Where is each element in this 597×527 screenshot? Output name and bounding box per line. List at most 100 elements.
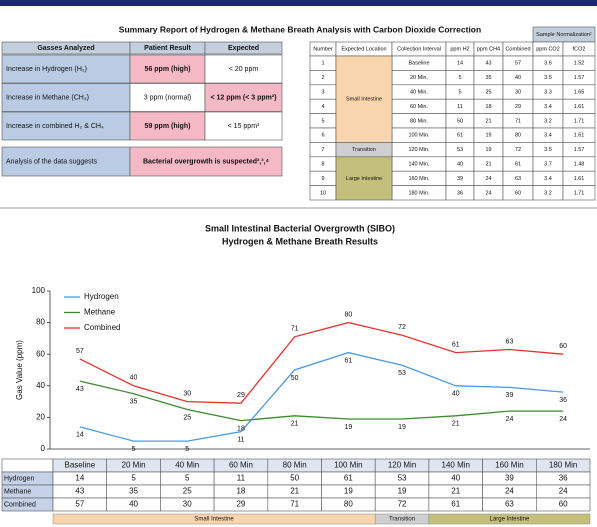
table-cell (204, 111, 283, 141)
table-cell (204, 54, 283, 84)
cell-text: 3.2 (544, 118, 552, 124)
y-tick-label: 40 (36, 381, 45, 390)
cell-text: 5 (458, 89, 461, 95)
row-label: Increase in Hydrogen (H₂) (6, 66, 87, 73)
cell-text: 24 (559, 487, 568, 496)
cell-text: 8 (321, 161, 324, 167)
cell-text: 39 (457, 176, 463, 182)
cell-text: 3.3 (544, 89, 552, 95)
cell-text: 140 Min. (408, 161, 430, 167)
series-line (79, 351, 564, 442)
data-label: 25 (183, 414, 191, 421)
table-cell (535, 497, 591, 512)
cell-text: 40 Min. (410, 89, 429, 95)
cell-text: 1.61 (574, 104, 585, 110)
cell-text: 21 (485, 118, 491, 124)
cell-text: 19 (344, 487, 353, 496)
data-label: 19 (344, 424, 352, 431)
data-label: 71 (291, 326, 299, 333)
cell-text: 30 (515, 89, 521, 95)
column-header: Collection Interval (397, 46, 441, 52)
chart-title: Small Intestinal Bacterial Overgrowth (S… (205, 223, 395, 233)
cell-text: Bacterial overgrowth is suspected²,³,⁴ (143, 158, 270, 165)
legend-label: Methane (84, 308, 116, 317)
region-label: Large Intestine (490, 517, 530, 523)
y-tick-label: 60 (36, 349, 45, 358)
cell-text: 43 (485, 61, 491, 67)
data-label: 21 (452, 421, 460, 428)
cell-text: 59 ppm (high) (145, 123, 191, 130)
series-line (79, 380, 564, 422)
cell-text: 24 (485, 176, 491, 182)
cell-text: 3.6 (544, 61, 552, 67)
cell-text: 40 (451, 474, 460, 483)
cell-text: 80 (515, 133, 521, 139)
cell-text: 80 Min. (410, 118, 429, 124)
cell-text: 80 (344, 500, 353, 509)
cell-text: 61 (515, 161, 521, 167)
cell-text: 72 (398, 500, 407, 509)
cell-text: 3.4 (544, 176, 552, 182)
row-label: Analysis of the data suggests (6, 158, 98, 165)
column-header: fCO2 (573, 46, 586, 52)
chart-subtitle: Hydrogen & Methane Breath Results (222, 236, 378, 246)
data-label: 40 (130, 375, 138, 382)
data-label: 60 (559, 343, 567, 350)
cell-text: 19 (485, 147, 491, 153)
cell-text: 56 ppm (high) (145, 66, 191, 73)
cell-text: 10 (320, 190, 326, 196)
cell-text: 3.7 (544, 161, 552, 167)
cell-text: 14 (457, 61, 463, 67)
cell-text: 1.52 (574, 61, 585, 67)
data-label: 11 (237, 436, 244, 443)
legend-label: Combined (84, 323, 120, 332)
table-cell (1, 146, 131, 177)
cell-text: 53 (398, 474, 407, 483)
region-label: Small Intestine (194, 517, 234, 523)
data-label: 72 (398, 324, 406, 331)
table-cell (1, 83, 131, 112)
cell-text: 29 (236, 500, 245, 509)
cell-text: 63 (515, 176, 521, 182)
data-label: 39 (506, 392, 514, 399)
cell-text: 21 (451, 487, 460, 496)
column-header: ppm CH4 (477, 46, 500, 52)
cell-text: 61 (457, 133, 463, 139)
x-tick-label: Baseline (65, 461, 96, 470)
table-cell (1, 458, 54, 473)
x-tick-label: 60 Min (229, 461, 253, 470)
column-header: Expected Location (341, 46, 386, 52)
cell-text: 63 (505, 500, 514, 509)
cell-text: 1.57 (574, 75, 585, 81)
cell-text: 57 (515, 61, 521, 67)
data-label: 40 (452, 391, 460, 398)
location-label: Large Intestine (346, 176, 382, 182)
cell-text: 3.5 (544, 75, 552, 81)
data-label: 36 (559, 397, 567, 404)
cell-text: 71 (290, 500, 299, 509)
region-band (428, 513, 591, 525)
cell-text: 160 Min. (408, 176, 430, 182)
cell-text: 29 (515, 104, 521, 110)
x-tick-label: 80 Min (283, 461, 307, 470)
table-cell (129, 111, 206, 141)
cell-text: 1.65 (574, 89, 585, 95)
cell-text: 5 (185, 474, 190, 483)
cell-text: 5 (321, 118, 324, 124)
data-label: 43 (76, 386, 84, 393)
cell-text: 24 (485, 190, 491, 196)
data-label: 61 (344, 357, 352, 364)
cell-text: 30 (183, 500, 192, 509)
column-header: Number (313, 46, 333, 52)
cell-text: 60 Min. (410, 104, 429, 110)
data-label: 5 (132, 446, 136, 453)
cell-text: 71 (515, 118, 521, 124)
cell-text: < 12 ppm (< 3 ppm²) (210, 94, 276, 101)
data-label: 80 (344, 311, 352, 318)
top-bar (0, 0, 597, 6)
data-label: 14 (76, 432, 84, 439)
cell-text: 43 (75, 487, 84, 496)
cell-text: 3.4 (544, 104, 552, 110)
y-tick-label: 0 (41, 444, 46, 453)
column-header: Combined (505, 46, 530, 52)
